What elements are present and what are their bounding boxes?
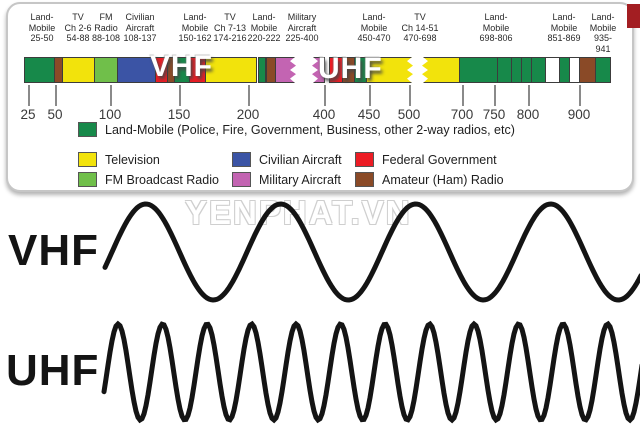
segment-television <box>366 57 413 83</box>
band-label: TV Ch 7-13 174-216 <box>213 12 247 43</box>
legend-item: FM Broadcast Radio <box>78 172 219 187</box>
vhf-wave-path <box>102 201 640 303</box>
uhf-band-overlay: UHF <box>318 52 383 85</box>
legend-item-label: FM Broadcast Radio <box>105 172 219 187</box>
tick-line <box>462 85 464 106</box>
legend-item-label: Military Aircraft <box>259 172 341 187</box>
tick-label: 500 <box>397 107 421 122</box>
band-label: Civilian Aircraft 108-137 <box>123 12 157 43</box>
land-mobile-swatch <box>78 122 97 137</box>
amateur-radio-swatch <box>355 172 374 187</box>
frequency-bar <box>24 57 611 83</box>
tick-label: 100 <box>98 107 122 122</box>
television-swatch <box>78 152 97 167</box>
legend-item: Amateur (Ham) Radio <box>355 172 504 187</box>
uhf-wave-label: UHF <box>6 346 100 395</box>
segment-land_mobile <box>258 57 266 83</box>
legend-item-label: Civilian Aircraft <box>259 152 342 167</box>
segment-military_aircraft <box>275 57 296 83</box>
vhf-wave-label: VHF <box>8 226 99 275</box>
band-label: Land- Mobile 25-50 <box>28 12 56 43</box>
tick-line <box>324 85 326 106</box>
legend-item-label: Amateur (Ham) Radio <box>382 172 504 187</box>
band-label: Land- Mobile 935-941 <box>589 12 617 54</box>
segment-land_mobile <box>459 57 499 83</box>
legend-item: Television <box>78 152 160 167</box>
uhf-wave <box>101 320 640 424</box>
band-label: Land- Mobile 450-470 <box>357 12 391 43</box>
tick-line <box>528 85 530 106</box>
vhf-wave <box>102 201 640 303</box>
tick-label: 450 <box>357 107 381 122</box>
tick-line <box>110 85 112 106</box>
legend-item: Civilian Aircraft <box>232 152 342 167</box>
segment-land_mobile <box>24 57 56 83</box>
tick-label: 400 <box>312 107 336 122</box>
watermark: YENPHAT.VN <box>185 194 412 231</box>
segment-land_mobile <box>595 57 611 83</box>
fm-radio-swatch <box>78 172 97 187</box>
segment-television <box>205 57 257 83</box>
tick-line <box>248 85 250 106</box>
tick-label: 750 <box>482 107 506 122</box>
legend-item: Military Aircraft <box>232 172 341 187</box>
legend-item-label: Federal Government <box>382 152 497 167</box>
tick-label: 800 <box>516 107 540 122</box>
uhf-wave-path <box>101 320 640 424</box>
segment-military_aircraft <box>312 57 325 83</box>
band-label: Land- Mobile 698-806 <box>479 12 513 43</box>
vhf-band-overlay: VHF <box>150 50 213 83</box>
band-label: Land- Mobile 220-222 <box>247 12 281 43</box>
tick-label: 900 <box>567 107 591 122</box>
tick-line <box>179 85 181 106</box>
tick-label: 150 <box>167 107 191 122</box>
tick-line <box>369 85 371 106</box>
military-aircraft-swatch <box>232 172 251 187</box>
legend-primary-label: Land-Mobile (Police, Fire, Government, B… <box>105 122 515 137</box>
legend-item-label: Television <box>105 152 160 167</box>
segment-television <box>62 57 96 83</box>
tick-label: 200 <box>236 107 260 122</box>
corner-artifact <box>627 4 640 28</box>
legend-item: Federal Government <box>355 152 497 167</box>
tick-label: 700 <box>450 107 474 122</box>
band-label: Military Aircraft 225-400 <box>285 12 319 43</box>
federal-government-swatch <box>355 152 374 167</box>
tick-line <box>409 85 411 106</box>
tick-line <box>494 85 496 106</box>
tick-line <box>579 85 581 106</box>
tick-line <box>55 85 57 106</box>
band-label: TV Ch 14-51 470-698 <box>401 12 439 43</box>
segment-civilian_aircraft <box>117 57 157 83</box>
band-label: Land- Mobile 851-869 <box>547 12 581 43</box>
band-label: TV Ch 2-6 54-88 <box>64 12 92 43</box>
band-label: Land- Mobile 150-162 <box>178 12 212 43</box>
tick-line <box>28 85 30 106</box>
tick-label: 50 <box>47 107 63 122</box>
tick-label: 25 <box>20 107 36 122</box>
spectrum-panel: Land- Mobile 25-50 TV Ch 2-6 54-88 FM Radi… <box>6 2 634 192</box>
legend-primary: Land-Mobile (Police, Fire, Government, B… <box>78 122 515 137</box>
band-label: FM Radio 88-108 <box>91 12 121 43</box>
civilian-aircraft-swatch <box>232 152 251 167</box>
segment-fm_radio <box>94 57 119 83</box>
segment-television <box>422 57 460 83</box>
